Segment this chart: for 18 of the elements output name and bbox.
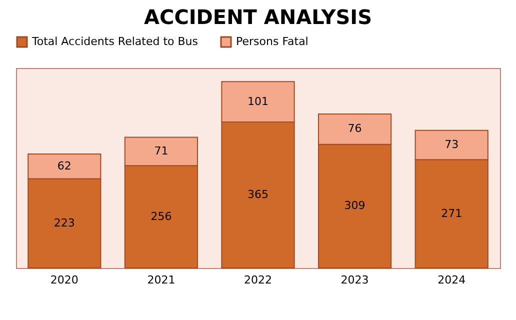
- data-label: 71: [154, 144, 168, 158]
- data-label: 101: [248, 94, 268, 108]
- data-label: 309: [344, 199, 366, 212]
- x-tick-label: 2021: [147, 274, 176, 286]
- legend-label: Total Accidents Related to Bus: [31, 35, 198, 48]
- legend-label: Persons Fatal: [236, 35, 308, 48]
- x-tick-label: 2020: [50, 274, 78, 286]
- data-label: 62: [57, 159, 72, 172]
- data-label: 365: [248, 188, 268, 201]
- data-label: 271: [441, 206, 462, 220]
- x-tick-label: 2024: [438, 274, 466, 286]
- x-tick-label: 2022: [244, 274, 272, 286]
- x-tick-label: 2023: [340, 274, 369, 286]
- data-label: 223: [54, 216, 75, 230]
- data-label: 76: [348, 122, 362, 136]
- data-label: 256: [150, 210, 172, 223]
- chart-title: ACCIDENT ANALYSIS: [144, 5, 372, 29]
- data-label: 73: [444, 138, 459, 151]
